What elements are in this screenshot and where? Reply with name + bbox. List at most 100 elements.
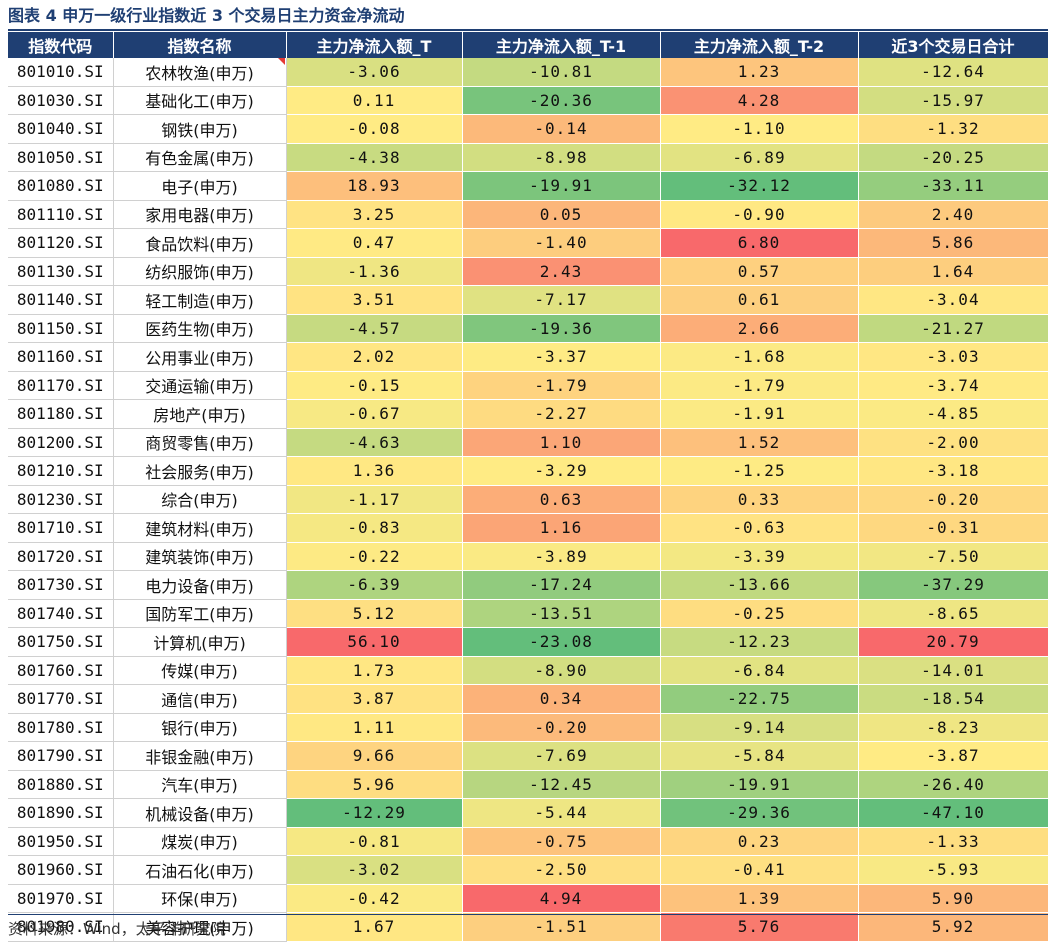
value-t-cell: 0.11 bbox=[286, 86, 463, 115]
value-t-2-cell: 1.23 bbox=[660, 58, 859, 87]
value-t-cell: -6.39 bbox=[286, 570, 463, 600]
value-t-2-cell: 6.80 bbox=[660, 228, 859, 258]
index-code-cell: 801150.SI bbox=[8, 314, 114, 343]
value-t-cell: -0.42 bbox=[286, 884, 463, 913]
index-name-cell: 综合(申万) bbox=[113, 485, 287, 514]
value-t-1-cell: 1.10 bbox=[462, 428, 661, 457]
value-t-1-cell: -5.44 bbox=[462, 798, 661, 828]
value-t-1-cell: -1.51 bbox=[462, 912, 661, 942]
value-t-2-cell: -9.14 bbox=[660, 713, 859, 742]
table-row: 801120.SI 食品饮料(申万) 0.47 -1.40 6.80 5.86 bbox=[8, 228, 1049, 258]
index-name-cell: 建筑材料(申万) bbox=[113, 513, 287, 543]
value-t-1-cell: -23.08 bbox=[462, 627, 661, 657]
value-three-day-total-cell: -4.85 bbox=[858, 399, 1049, 429]
value-t-1-cell: -7.17 bbox=[462, 285, 661, 315]
value-t-cell: 1.73 bbox=[286, 656, 463, 685]
value-t-1-cell: -8.90 bbox=[462, 656, 661, 685]
value-three-day-total-cell: -21.27 bbox=[858, 314, 1049, 343]
value-t-cell: -4.63 bbox=[286, 428, 463, 457]
value-three-day-total-cell: -3.87 bbox=[858, 741, 1049, 771]
value-t-cell: -0.15 bbox=[286, 371, 463, 400]
index-code-cell: 801210.SI bbox=[8, 456, 114, 486]
value-three-day-total-cell: -7.50 bbox=[858, 542, 1049, 571]
value-t-cell: -3.06 bbox=[286, 58, 463, 87]
index-name-cell: 农林牧渔(申万) bbox=[113, 58, 287, 87]
value-t-1-cell: -8.98 bbox=[462, 143, 661, 172]
table-row: 801050.SI 有色金属(申万) -4.38 -8.98 -6.89 -20.25 bbox=[8, 143, 1049, 172]
value-t-1-cell: 1.16 bbox=[462, 513, 661, 543]
table-row: 801170.SI 交通运输(申万) -0.15 -1.79 -1.79 -3.74 bbox=[8, 371, 1049, 400]
index-name-cell: 建筑装饰(申万) bbox=[113, 542, 287, 571]
chart-title: 图表 4 申万一级行业指数近 3 个交易日主力资金净流动 bbox=[8, 6, 405, 25]
value-t-cell: 5.12 bbox=[286, 599, 463, 628]
value-three-day-total-cell: -18.54 bbox=[858, 684, 1049, 714]
table-row: 801210.SI 社会服务(申万) 1.36 -3.29 -1.25 -3.18 bbox=[8, 456, 1049, 486]
value-t-2-cell: 5.76 bbox=[660, 912, 859, 942]
table-row: 801150.SI 医药生物(申万) -4.57 -19.36 2.66 -21.27 bbox=[8, 314, 1049, 343]
table-row: 801130.SI 纺织服饰(申万) -1.36 2.43 0.57 1.64 bbox=[8, 257, 1049, 286]
value-t-2-cell: -22.75 bbox=[660, 684, 859, 714]
table-row: 801200.SI 商贸零售(申万) -4.63 1.10 1.52 -2.00 bbox=[8, 428, 1049, 457]
value-t-2-cell: 1.52 bbox=[660, 428, 859, 457]
table-row: 801730.SI 电力设备(申万) -6.39 -17.24 -13.66 -37.29 bbox=[8, 570, 1049, 600]
value-three-day-total-cell: 5.90 bbox=[858, 884, 1049, 913]
value-t-2-cell: -1.10 bbox=[660, 114, 859, 144]
value-t-cell: -0.81 bbox=[286, 827, 463, 856]
header-index-name: 指数名称 bbox=[113, 32, 287, 58]
header-net-inflow-t-1: 主力净流入额_T-1 bbox=[462, 32, 661, 58]
table-row: 801010.SI 农林牧渔(申万) -3.06 -10.81 1.23 -12.64 bbox=[8, 58, 1049, 87]
value-t-cell: -3.02 bbox=[286, 855, 463, 885]
value-t-2-cell: -3.39 bbox=[660, 542, 859, 571]
value-t-1-cell: 4.94 bbox=[462, 884, 661, 913]
value-three-day-total-cell: -3.03 bbox=[858, 342, 1049, 372]
value-three-day-total-cell: -33.11 bbox=[858, 171, 1049, 201]
value-t-2-cell: -0.63 bbox=[660, 513, 859, 543]
index-name-cell: 公用事业(申万) bbox=[113, 342, 287, 372]
table-row: 801140.SI 轻工制造(申万) 3.51 -7.17 0.61 -3.04 bbox=[8, 285, 1049, 315]
index-name-cell: 煤炭(申万) bbox=[113, 827, 287, 856]
value-three-day-total-cell: -3.74 bbox=[858, 371, 1049, 400]
source-note: 资料来源：Wind，太平洋研究院 bbox=[8, 920, 226, 938]
header-three-day-total: 近3个交易日合计 bbox=[858, 32, 1049, 58]
value-t-1-cell: -17.24 bbox=[462, 570, 661, 600]
value-t-2-cell: -12.23 bbox=[660, 627, 859, 657]
value-three-day-total-cell: -12.64 bbox=[858, 58, 1049, 87]
index-name-cell: 汽车(申万) bbox=[113, 770, 287, 799]
table-row: 801030.SI 基础化工(申万) 0.11 -20.36 4.28 -15.97 bbox=[8, 86, 1049, 115]
index-name-cell: 计算机(申万) bbox=[113, 627, 287, 657]
value-t-cell: -1.17 bbox=[286, 485, 463, 514]
index-code-cell: 801740.SI bbox=[8, 599, 114, 628]
index-name-cell: 社会服务(申万) bbox=[113, 456, 287, 486]
index-name-cell: 钢铁(申万) bbox=[113, 114, 287, 144]
value-t-2-cell: -29.36 bbox=[660, 798, 859, 828]
value-t-1-cell: -7.69 bbox=[462, 741, 661, 771]
value-t-1-cell: -0.20 bbox=[462, 713, 661, 742]
value-three-day-total-cell: 1.64 bbox=[858, 257, 1049, 286]
value-t-cell: 3.25 bbox=[286, 200, 463, 229]
value-t-1-cell: 0.34 bbox=[462, 684, 661, 714]
table-body: 801010.SI 农林牧渔(申万) -3.06 -10.81 1.23 -12.64 80… bbox=[8, 58, 1049, 942]
table-row: 801160.SI 公用事业(申万) 2.02 -3.37 -1.68 -3.03 bbox=[8, 342, 1049, 372]
value-t-2-cell: -1.68 bbox=[660, 342, 859, 372]
value-t-cell: -0.83 bbox=[286, 513, 463, 543]
value-t-2-cell: -1.25 bbox=[660, 456, 859, 486]
value-three-day-total-cell: -0.20 bbox=[858, 485, 1049, 514]
table-row: 801110.SI 家用电器(申万) 3.25 0.05 -0.90 2.40 bbox=[8, 200, 1049, 229]
index-name-cell: 房地产(申万) bbox=[113, 399, 287, 429]
value-t-2-cell: -0.25 bbox=[660, 599, 859, 628]
value-t-cell: 1.11 bbox=[286, 713, 463, 742]
value-three-day-total-cell: -0.31 bbox=[858, 513, 1049, 543]
value-t-2-cell: 0.57 bbox=[660, 257, 859, 286]
index-code-cell: 801180.SI bbox=[8, 399, 114, 429]
value-t-1-cell: -20.36 bbox=[462, 86, 661, 115]
index-code-cell: 801960.SI bbox=[8, 855, 114, 885]
value-t-cell: -12.29 bbox=[286, 798, 463, 828]
value-t-2-cell: -0.41 bbox=[660, 855, 859, 885]
value-t-cell: 0.47 bbox=[286, 228, 463, 258]
index-code-cell: 801890.SI bbox=[8, 798, 114, 828]
value-three-day-total-cell: 5.92 bbox=[858, 912, 1049, 942]
index-name-cell: 非银金融(申万) bbox=[113, 741, 287, 771]
index-name-cell: 环保(申万) bbox=[113, 884, 287, 913]
table-row: 801760.SI 传媒(申万) 1.73 -8.90 -6.84 -14.01 bbox=[8, 656, 1049, 685]
table-row: 801770.SI 通信(申万) 3.87 0.34 -22.75 -18.54 bbox=[8, 684, 1049, 714]
